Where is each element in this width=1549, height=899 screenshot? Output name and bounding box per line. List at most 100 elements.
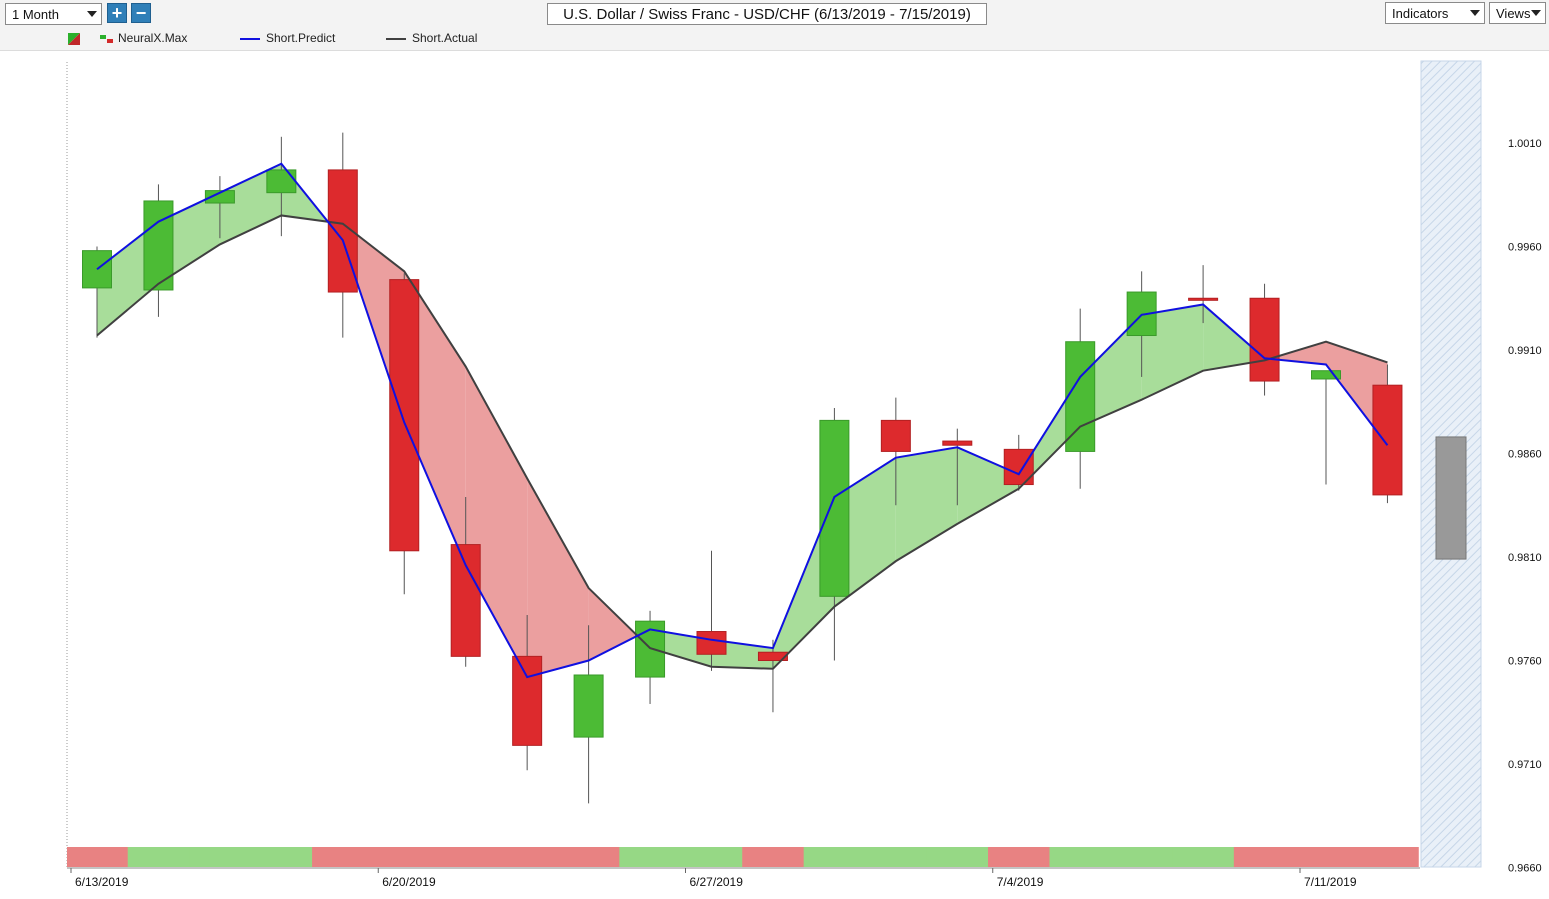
candle-body <box>880 419 911 452</box>
y-tick-label: 0.9860 <box>1508 449 1542 461</box>
spread-fill-segment <box>1203 304 1265 371</box>
signal-band-cell <box>127 847 190 867</box>
x-tick-label: 6/20/2019 <box>382 875 436 889</box>
y-tick-label: 0.9760 <box>1508 656 1542 668</box>
signal-band-cell <box>434 847 498 867</box>
legend-short-actual: Short.Actual <box>386 30 477 46</box>
candle-body <box>204 190 235 204</box>
signal-band-cell <box>1356 847 1419 867</box>
signal-band-cell <box>1233 847 1296 867</box>
signal-band-cell <box>67 847 129 867</box>
spread-fill-segment <box>588 588 638 661</box>
signal-band-cell <box>373 847 436 867</box>
candle-body <box>389 279 420 552</box>
x-tick-label: 7/4/2019 <box>997 875 1044 889</box>
candle-body <box>757 651 788 661</box>
views-dropdown[interactable]: Views <box>1489 2 1546 24</box>
spread-fill-segment <box>404 271 466 566</box>
line-swatch-icon <box>386 37 406 40</box>
spread-fill-segment <box>1018 376 1081 489</box>
period-value: 1 Month <box>12 7 59 22</box>
candle-body <box>143 200 174 291</box>
y-tick-label: 0.9910 <box>1508 345 1542 357</box>
zoom-out-button[interactable]: − <box>131 3 151 23</box>
candle-body <box>696 631 727 655</box>
chart-toolbar: 1 Month + − U.S. Dollar / Swiss Franc - … <box>0 0 1549 51</box>
signal-band-cell <box>803 847 866 867</box>
candle-body <box>450 544 481 657</box>
chevron-down-icon <box>1470 10 1480 16</box>
forecast-bar <box>1435 436 1467 560</box>
candle-body <box>942 440 973 446</box>
signal-band-cell <box>557 847 620 867</box>
signal-band-cell <box>1049 847 1112 867</box>
period-select[interactable]: 1 Month <box>5 3 102 25</box>
y-tick-label: 0.9810 <box>1508 552 1542 564</box>
candle-body <box>1311 370 1341 380</box>
legend-neuralx: NeuralX.Max <box>100 30 187 46</box>
neuralx-icon <box>100 34 113 43</box>
signal-band-cell <box>742 847 805 867</box>
y-tick-label: 1.0010 <box>1508 138 1542 150</box>
spread-fill-segment <box>1269 341 1326 365</box>
candle-body <box>573 674 604 738</box>
legend-toggle-icon[interactable] <box>68 32 80 45</box>
line-swatch-icon <box>240 37 260 40</box>
candle-body <box>266 169 297 194</box>
price-chart[interactable]: 1.0010 0.9960 0.9910 0.9860 0.9810 0.9760 0.97… <box>0 50 1549 899</box>
chevron-down-icon <box>1531 10 1541 16</box>
zoom-in-button[interactable]: + <box>107 3 127 23</box>
signal-band-cell <box>496 847 559 867</box>
x-tick-label: 7/11/2019 <box>1304 875 1357 889</box>
y-tick-label: 0.9710 <box>1508 759 1542 771</box>
spread-fill-segment <box>772 496 835 669</box>
signal-band-cell <box>1110 847 1173 867</box>
indicators-label: Indicators <box>1392 6 1449 21</box>
spread-fill-segment <box>1080 314 1142 427</box>
candle-body <box>1372 384 1403 496</box>
plus-icon: + <box>111 3 123 23</box>
candle-body <box>1249 297 1280 382</box>
signal-band-cell <box>250 847 313 867</box>
x-tick-label: 6/13/2019 <box>75 875 129 889</box>
indicators-dropdown[interactable]: Indicators <box>1385 2 1485 24</box>
spread-fill-segment <box>527 478 589 678</box>
spread-fill-segment <box>834 457 896 607</box>
signal-band-cell <box>926 847 989 867</box>
y-tick-label: 0.9660 <box>1508 863 1542 875</box>
spread-fill-segment <box>465 366 528 678</box>
signal-band-cell <box>1295 847 1358 867</box>
chart-title: U.S. Dollar / Swiss Franc - USD/CHF (6/1… <box>547 3 987 25</box>
candle-body <box>512 655 543 746</box>
spread-fill-segment <box>1141 304 1204 400</box>
legend-label: NeuralX.Max <box>118 31 188 45</box>
short-predict-line <box>96 162 1389 679</box>
signal-band-cell <box>680 847 743 867</box>
candle-body <box>819 419 850 597</box>
legend-short-predict: Short.Predict <box>240 30 335 46</box>
signal-band-cell <box>619 847 682 867</box>
spread-fill-segment <box>711 639 773 669</box>
legend-label: Short.Predict <box>266 31 336 45</box>
x-tick-label: 6/27/2019 <box>690 875 744 889</box>
short-actual-line <box>96 214 1388 670</box>
y-tick-label: 0.9960 <box>1508 242 1542 254</box>
signal-band-cell <box>312 847 375 867</box>
spread-fill-segment <box>97 221 159 336</box>
signal-band-cell <box>988 847 1051 867</box>
spread-fill-segment <box>342 223 405 423</box>
spread-fill-segment <box>1326 341 1388 446</box>
minus-icon: − <box>135 3 147 23</box>
spread-fill-segment <box>219 163 282 245</box>
spread-fill-segment <box>895 447 958 562</box>
signal-band-cell <box>189 847 252 867</box>
spread-fill-segment <box>650 629 712 667</box>
views-label: Views <box>1496 6 1531 21</box>
signal-band-cell <box>1172 847 1235 867</box>
candle-body <box>1188 297 1219 301</box>
signal-band-cell <box>865 847 928 867</box>
candle-body <box>1065 341 1096 452</box>
spread-fill-segment <box>957 447 1019 524</box>
legend-label: Short.Actual <box>412 31 478 45</box>
chevron-down-icon <box>87 11 97 17</box>
